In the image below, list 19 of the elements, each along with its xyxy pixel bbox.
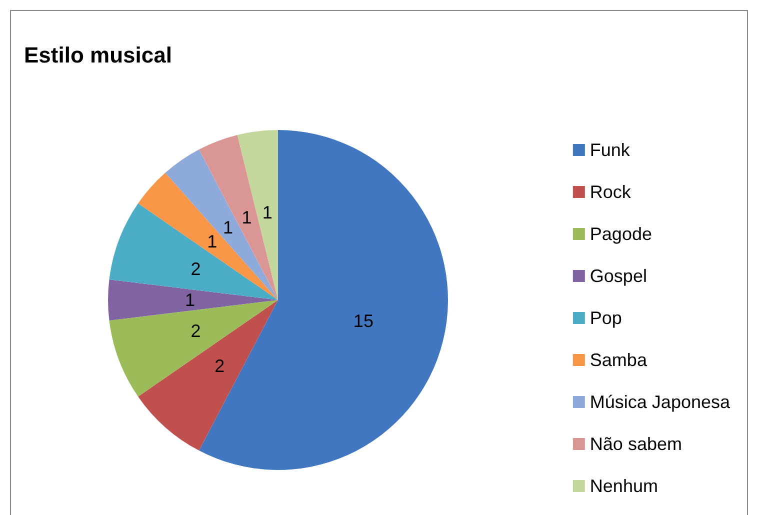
legend-label: Gospel: [590, 266, 647, 286]
legend-label: Pop: [590, 308, 622, 328]
legend-label: Não sabem: [590, 434, 682, 454]
data-label: 1: [262, 202, 272, 223]
data-label: 1: [207, 232, 218, 252]
data-label: 1: [184, 290, 196, 310]
legend-label: Samba: [590, 350, 648, 370]
legend-label: Nenhum: [590, 476, 658, 496]
data-label: 2: [190, 321, 201, 342]
chart-title: Estilo musical: [24, 42, 172, 68]
legend-label: Pagode: [590, 224, 652, 244]
data-label: 1: [242, 208, 252, 228]
data-label: 1: [223, 218, 234, 238]
data-label: 2: [190, 258, 201, 279]
data-label: 2: [214, 356, 225, 376]
legend-label: Música Japonesa: [590, 392, 731, 412]
data-label: 15: [353, 311, 374, 332]
legend-label: Rock: [590, 182, 632, 202]
legend-label: Funk: [590, 140, 631, 160]
